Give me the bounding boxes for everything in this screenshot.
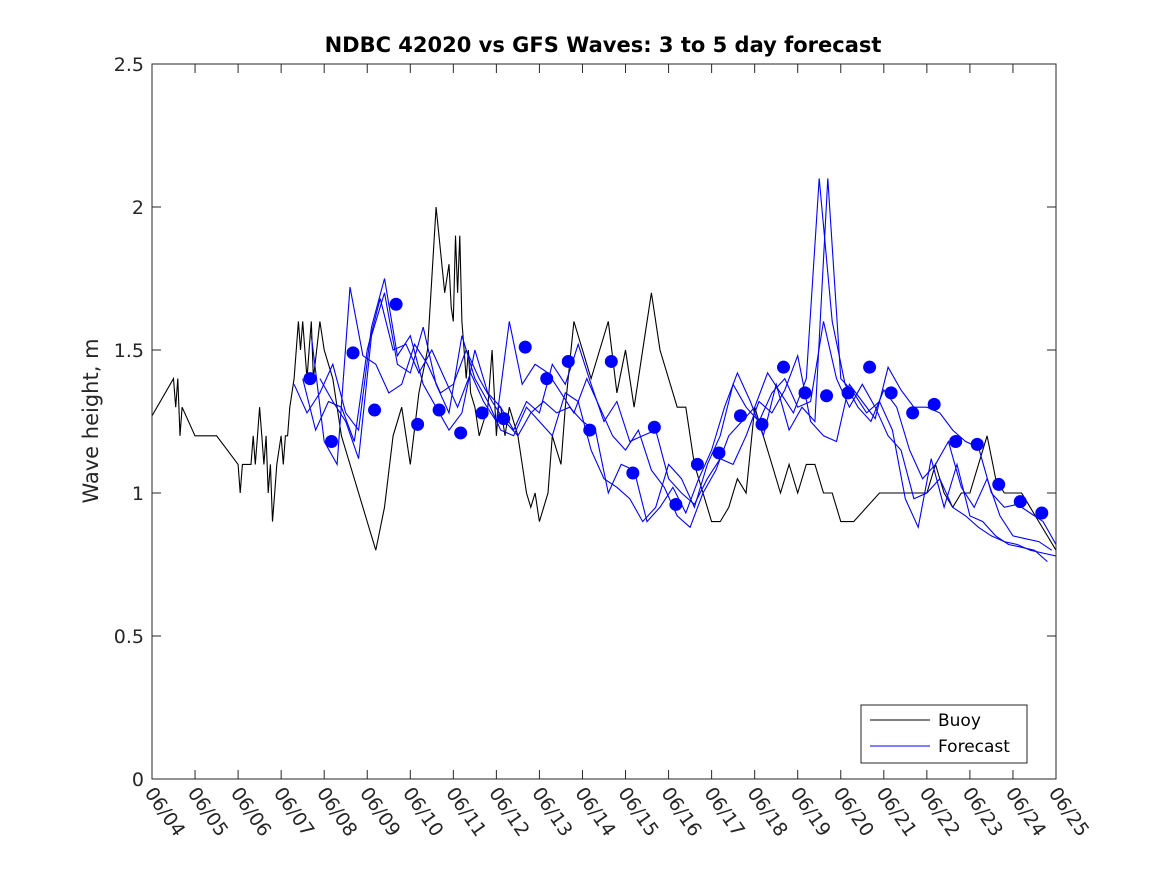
forecast-point <box>798 386 812 400</box>
forecast-point <box>647 420 661 434</box>
forecast-point <box>626 466 640 480</box>
y-tick-label: 0.5 <box>114 626 144 648</box>
forecast-point <box>454 426 468 440</box>
forecast-point <box>669 497 683 511</box>
forecast-point <box>432 403 446 417</box>
legend: Buoy Forecast <box>860 704 1028 764</box>
y-axis-label: Wave height, m <box>79 338 103 503</box>
forecast-point <box>690 457 704 471</box>
forecast-point <box>970 437 984 451</box>
chart-title: NDBC 42020 vs GFS Waves: 3 to 5 day fore… <box>325 33 882 57</box>
forecast-point <box>368 403 382 417</box>
forecast-point <box>475 406 489 420</box>
forecast-point <box>518 340 532 354</box>
forecast-point <box>949 435 963 449</box>
forecast-point <box>712 446 726 460</box>
forecast-point <box>1035 506 1049 520</box>
forecast-point <box>863 360 877 374</box>
forecast-point <box>927 397 941 411</box>
forecast-point <box>777 360 791 374</box>
forecast-point <box>841 386 855 400</box>
y-tick-label: 2.5 <box>114 54 144 76</box>
axes-frame <box>151 63 1057 780</box>
forecast-point <box>906 406 920 420</box>
buoy-line <box>152 206 1056 551</box>
forecast-point <box>884 386 898 400</box>
legend-buoy-label: Buoy <box>938 711 981 731</box>
forecast-point <box>604 354 618 368</box>
forecast-point <box>1013 495 1027 509</box>
legend-box <box>860 704 1028 764</box>
y-tick-label: 2 <box>132 197 144 219</box>
forecast-point <box>389 297 403 311</box>
forecast-point <box>992 477 1006 491</box>
forecast-point <box>561 354 575 368</box>
forecast-point <box>733 409 747 423</box>
forecast-point <box>346 346 360 360</box>
forecast-point <box>497 412 511 426</box>
forecast-point <box>755 417 769 431</box>
legend-forecast-label: Forecast <box>938 737 1010 757</box>
forecast-point <box>325 435 339 449</box>
y-tick-label: 1.5 <box>114 340 144 362</box>
forecast-point <box>303 372 317 386</box>
forecast-line <box>319 292 1056 557</box>
forecast-point <box>540 372 554 386</box>
forecast-point <box>583 423 597 437</box>
y-tick-label: 0 <box>132 769 144 791</box>
forecast-point <box>820 389 834 403</box>
forecast-point <box>411 417 425 431</box>
y-tick-label: 1 <box>132 483 144 505</box>
forecast-line <box>302 178 1053 551</box>
